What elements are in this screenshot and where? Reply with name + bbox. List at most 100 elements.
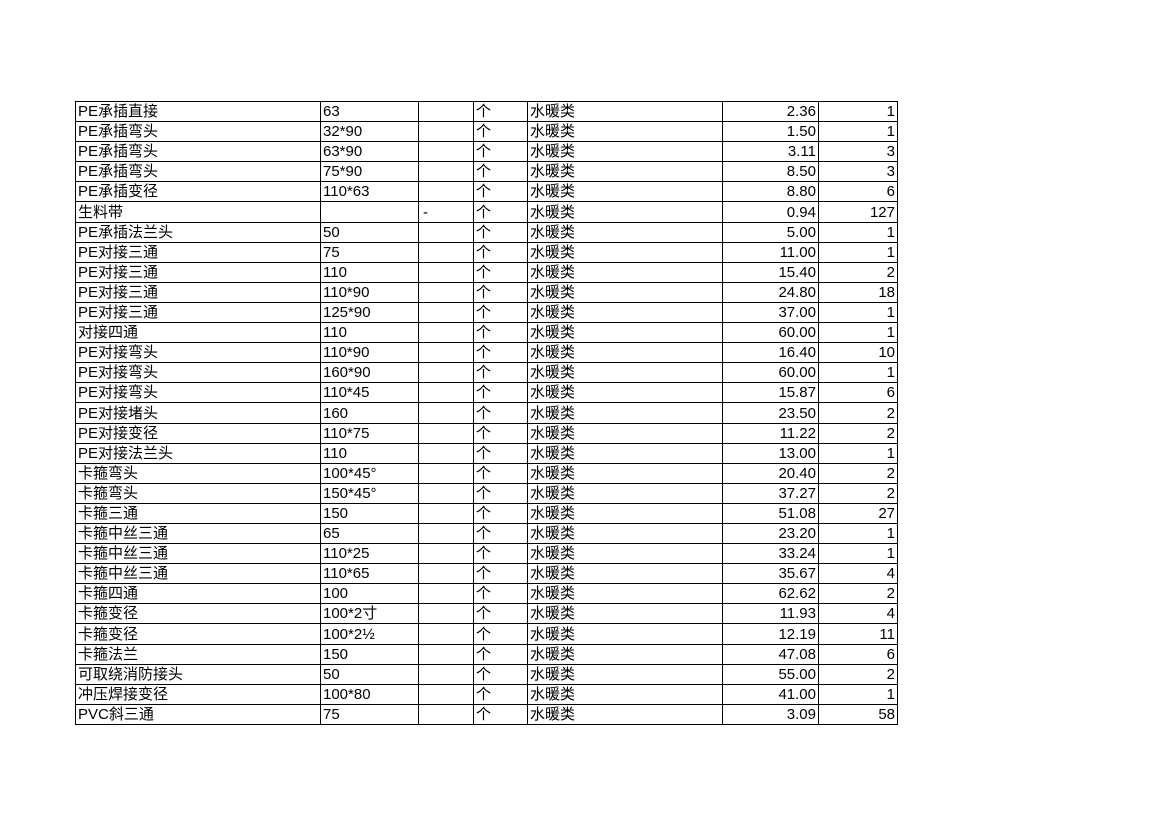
cell-unit-price: 15.87 [722, 382, 819, 404]
cell-unit: 个 [473, 462, 528, 484]
cell-spec: 150*45° [320, 482, 419, 504]
cell-spec: 125*90 [320, 301, 419, 324]
cell-quantity: 1 [818, 241, 898, 263]
cell-spec: 110 [320, 261, 419, 283]
table-row: 卡箍变径 100*2½ 个水暖类 12.19 11 [75, 623, 898, 645]
table-row: 卡箍弯头 150*45° 个水暖类 37.27 2 [75, 482, 898, 504]
cell-item-name: PE承插弯头 [75, 161, 321, 183]
table-row: PE对接变径 110*75 个水暖类 11.22 2 [75, 422, 898, 444]
cell-category: 水暖类 [527, 261, 723, 283]
cell-unit: 个 [473, 623, 528, 645]
cell-mark [418, 301, 474, 324]
cell-item-name: PE承插弯头 [75, 141, 321, 163]
cell-mark [418, 442, 474, 464]
cell-item-name: PE对接弯头 [75, 382, 321, 404]
cell-quantity: 6 [818, 382, 898, 404]
cell-category: 水暖类 [527, 402, 723, 424]
cell-spec: 50 [320, 663, 419, 685]
table-row: 冲压焊接变径 100*80 个水暖类 41.00 1 [75, 683, 898, 705]
cell-unit-price: 41.00 [722, 683, 819, 705]
cell-quantity: 4 [818, 603, 898, 625]
cell-unit: 个 [473, 322, 528, 344]
cell-item-name: 卡箍四通 [75, 583, 321, 605]
cell-unit-price: 2.36 [722, 100, 819, 123]
cell-item-name: 卡箍变径 [75, 603, 321, 625]
cell-item-name: PE对接法兰头 [75, 442, 321, 464]
cell-spec: 75 [320, 241, 419, 263]
cell-item-name: 生料带 [75, 201, 321, 223]
cell-mark [418, 141, 474, 163]
cell-unit: 个 [473, 362, 528, 384]
cell-spec: 150 [320, 502, 419, 524]
cell-spec: 160 [320, 402, 419, 424]
cell-quantity: 2 [818, 482, 898, 504]
cell-unit: 个 [473, 201, 528, 223]
cell-unit: 个 [473, 181, 528, 203]
cell-category: 水暖类 [527, 442, 723, 464]
cell-unit: 个 [473, 683, 528, 705]
cell-item-name: PE承插直接 [75, 100, 321, 123]
cell-mark [418, 241, 474, 263]
cell-category: 水暖类 [527, 322, 723, 344]
cell-mark [418, 100, 474, 123]
cell-quantity: 1 [818, 301, 898, 324]
cell-mark [418, 342, 474, 364]
table-row: PE对接堵头 160 个水暖类 23.50 2 [75, 402, 898, 424]
table-row: PE承插直接 63 个水暖类 2.36 1 [75, 100, 898, 123]
cell-mark [418, 623, 474, 645]
cell-spec: 110*90 [320, 281, 419, 303]
cell-category: 水暖类 [527, 301, 723, 324]
cell-item-name: PE对接三通 [75, 241, 321, 263]
table-row: 卡箍中丝三通 110*25 个水暖类 33.24 1 [75, 543, 898, 565]
cell-unit-price: 16.40 [722, 342, 819, 364]
cell-unit-price: 8.80 [722, 181, 819, 203]
cell-quantity: 1 [818, 543, 898, 565]
cell-unit: 个 [473, 422, 528, 444]
cell-quantity: 1 [818, 322, 898, 344]
cell-spec: 110 [320, 322, 419, 344]
cell-category: 水暖类 [527, 141, 723, 163]
cell-spec: 100*80 [320, 683, 419, 705]
cell-quantity: 1 [818, 362, 898, 384]
cell-unit: 个 [473, 342, 528, 364]
cell-unit: 个 [473, 603, 528, 625]
cell-item-name: 卡箍弯头 [75, 462, 321, 484]
cell-quantity: 10 [818, 342, 898, 364]
cell-category: 水暖类 [527, 221, 723, 243]
cell-category: 水暖类 [527, 683, 723, 705]
cell-spec: 110*75 [320, 422, 419, 444]
table-row: PE对接弯头 110*45 个水暖类 15.87 6 [75, 382, 898, 404]
cell-unit-price: 3.09 [722, 703, 819, 725]
cell-unit: 个 [473, 281, 528, 303]
cell-quantity: 58 [818, 703, 898, 725]
table-row: 可取绕消防接头 50 个水暖类 55.00 2 [75, 663, 898, 685]
cell-unit-price: 3.11 [722, 141, 819, 163]
cell-spec [320, 201, 419, 223]
table-row: 卡箍法兰 150 个水暖类 47.08 6 [75, 643, 898, 665]
table-row: 卡箍三通 150 个水暖类 51.08 27 [75, 502, 898, 524]
cell-quantity: 2 [818, 261, 898, 283]
cell-item-name: 卡箍中丝三通 [75, 522, 321, 545]
cell-mark [418, 181, 474, 203]
cell-quantity: 1 [818, 100, 898, 123]
cell-quantity: 1 [818, 522, 898, 545]
cell-spec: 160*90 [320, 362, 419, 384]
cell-unit: 个 [473, 402, 528, 424]
cell-category: 水暖类 [527, 342, 723, 364]
cell-spec: 65 [320, 522, 419, 545]
table-row: PE对接弯头 160*90 个水暖类 60.00 1 [75, 362, 898, 384]
cell-unit: 个 [473, 161, 528, 183]
cell-unit-price: 20.40 [722, 462, 819, 484]
cell-spec: 150 [320, 643, 419, 665]
cell-unit: 个 [473, 141, 528, 163]
table-row: PE承插弯头 32*90 个水暖类 1.50 1 [75, 121, 898, 143]
cell-spec: 110*63 [320, 181, 419, 203]
cell-quantity: 11 [818, 623, 898, 645]
cell-item-name: 卡箍法兰 [75, 643, 321, 665]
cell-unit: 个 [473, 100, 528, 123]
cell-category: 水暖类 [527, 362, 723, 384]
cell-mark [418, 382, 474, 404]
cell-mark [418, 422, 474, 444]
cell-category: 水暖类 [527, 100, 723, 123]
cell-quantity: 1 [818, 221, 898, 243]
